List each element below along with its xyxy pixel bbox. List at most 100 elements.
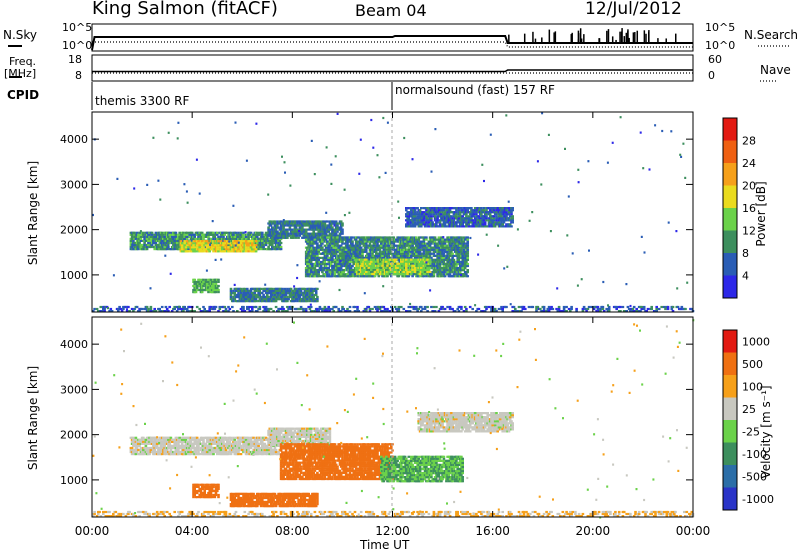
echo-cell (278, 222, 282, 225)
echo-cell (487, 223, 491, 226)
echo-cell (192, 237, 195, 240)
echo-cell (433, 258, 437, 261)
echo-cell (251, 242, 254, 245)
echo-cell (354, 260, 358, 263)
echo-cell (391, 248, 394, 251)
echo-cell (328, 269, 332, 272)
echo-cell (241, 240, 244, 243)
echo-cell (446, 236, 449, 239)
echo-cell (324, 238, 328, 241)
echo-cell (457, 252, 461, 255)
echo-cell (328, 244, 332, 247)
echo-cell (351, 242, 354, 245)
echo-cell (276, 232, 279, 235)
echo-cell (407, 236, 411, 239)
echo-cell (284, 234, 288, 237)
echo-cell (388, 246, 392, 249)
echo-cell (428, 270, 432, 273)
echo-cell (425, 221, 428, 224)
echo-cell (341, 242, 344, 245)
echo-cell (279, 287, 283, 290)
echo-cell (408, 223, 412, 226)
echo-cell (162, 243, 165, 247)
echo-cell (442, 252, 446, 255)
echo-cell (438, 221, 442, 224)
echo-cell (373, 266, 377, 269)
echo-cell (416, 240, 419, 243)
echo-cell (462, 269, 466, 272)
echo-cell (192, 242, 195, 245)
echo-cell (145, 237, 149, 240)
echo-cell (428, 238, 432, 241)
echo-cell (262, 293, 265, 297)
echo-cell (500, 215, 503, 218)
echo-cell (433, 269, 437, 272)
echo-cell (160, 235, 164, 238)
echo-cell (410, 262, 413, 265)
echo-cell (249, 289, 253, 292)
echo-cell (408, 238, 412, 241)
echo-cell (139, 245, 143, 249)
echo-cell (289, 295, 293, 299)
echo-cell (482, 207, 486, 210)
echo-cell (468, 211, 472, 214)
echo-cell (436, 242, 439, 245)
echo-cell (326, 220, 329, 223)
echo-cell (291, 222, 294, 225)
echo-cell (455, 244, 458, 247)
echo-cell (446, 248, 449, 251)
echo-cell (292, 300, 295, 303)
echo-cell (237, 248, 240, 251)
echo-cell (436, 254, 439, 257)
echo-cell (214, 291, 218, 294)
echo-cell (323, 258, 327, 261)
echo-cell (302, 236, 305, 239)
echo-cell (268, 234, 272, 237)
echo-cell (232, 289, 235, 292)
echo-cell (312, 230, 315, 233)
echo-cell (193, 246, 196, 249)
echo-cell (214, 282, 218, 285)
echo-cell (254, 300, 258, 303)
echo-cell (426, 223, 429, 226)
echo-cell (428, 252, 432, 255)
echo-cell (284, 291, 288, 295)
echo-cell (492, 215, 496, 218)
echo-cell (294, 224, 298, 227)
echo-cell (446, 244, 449, 247)
echo-cell (413, 266, 417, 269)
echo-cell (431, 275, 434, 278)
echo-cell (153, 235, 156, 238)
echo-cell (198, 278, 201, 281)
echo-cell (408, 242, 412, 245)
echo-cell (371, 252, 374, 255)
echo-cell (433, 260, 437, 264)
echo-cell (175, 237, 179, 240)
echo-cell (396, 272, 399, 276)
echo-cell (352, 262, 355, 266)
echo-cell (416, 260, 419, 263)
echo-cell (492, 219, 496, 222)
echo-cell (195, 244, 199, 247)
echo-cell (421, 268, 424, 271)
echo-cell (198, 246, 201, 249)
echo-cell (428, 240, 432, 243)
echo-cell (403, 246, 407, 249)
echo-cell (426, 219, 429, 222)
echo-cell (200, 286, 204, 290)
echo-cell (385, 260, 388, 263)
echo-cell (242, 233, 245, 236)
echo-cell (239, 287, 243, 290)
echo-cell (428, 207, 432, 210)
echo-cell (426, 256, 429, 259)
echo-cell (274, 234, 278, 237)
echo-cell (420, 225, 423, 228)
echo-cell (427, 256, 431, 259)
echo-cell (442, 264, 446, 268)
echo-cell (282, 228, 285, 231)
echo-cell (448, 215, 452, 218)
echo-cell (421, 248, 424, 251)
echo-cell (299, 228, 303, 231)
echo-cell (297, 291, 300, 295)
